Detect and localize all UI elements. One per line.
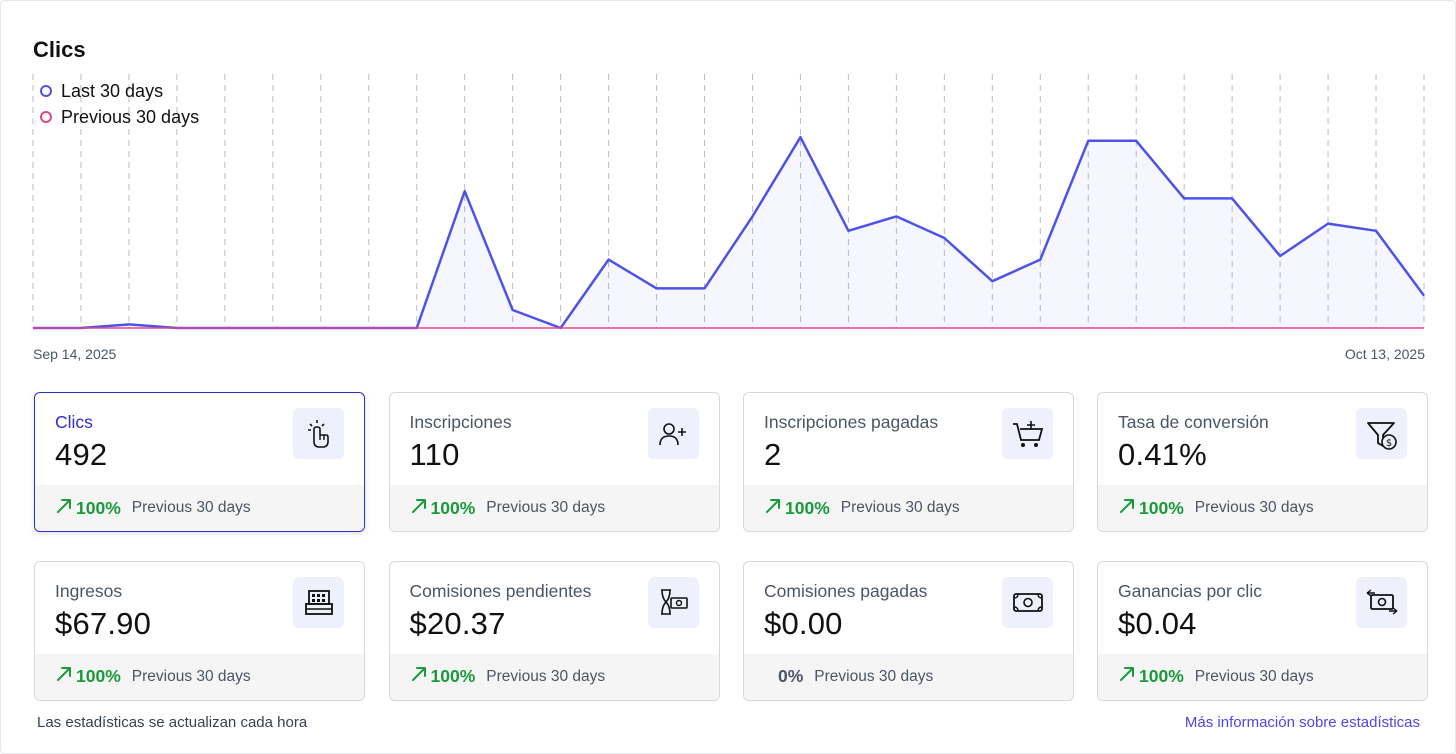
metric-comparison: 0% Previous 30 days	[744, 653, 1073, 700]
trend-compare-label: Previous 30 days	[1194, 499, 1314, 516]
legend-item-previous[interactable]: Previous 30 days	[40, 104, 199, 130]
metric-comparison: 100% Previous 30 days	[389, 485, 719, 531]
legend-label-current: Last 30 days	[61, 80, 164, 101]
metric-value: $67.90	[55, 605, 152, 641]
metric-label: Tasa de conversión	[1118, 412, 1269, 432]
pointer-click-icon	[293, 408, 344, 459]
metric-label: Comisiones pagadas	[764, 580, 928, 601]
chart-legend: Last 30 days Previous 30 days	[40, 78, 199, 130]
metric-card[interactable]: Ganancias por clic $0.04 100% Previous 30 d…	[1097, 560, 1428, 701]
x-axis-start-label: Sep 14, 2025	[33, 346, 117, 362]
metric-comparison: 100% Previous 30 days	[1098, 485, 1427, 531]
metric-card[interactable]: Comisiones pendientes $20.37 100% Previous …	[388, 560, 720, 701]
metric-value: $0.04	[1118, 605, 1197, 641]
trend-compare-label: Previous 30 days	[486, 499, 606, 516]
trend-compare-label: Previous 30 days	[814, 667, 934, 685]
metric-cards: Clics 492 100% Previous 30 days Inscripcione…	[34, 392, 1428, 702]
metric-label: Clics	[55, 412, 93, 432]
trend-percent: 100%	[430, 497, 476, 518]
trend-percent: 0%	[778, 666, 804, 686]
trend-percent: 100%	[785, 497, 830, 518]
metric-label: Ganancias por clic	[1118, 580, 1262, 601]
trend-compare-label: Previous 30 days	[1194, 667, 1314, 685]
metric-value: 492	[55, 437, 108, 472]
metric-comparison: 100% Previous 30 days	[1098, 653, 1427, 700]
x-axis-end-label: Oct 13, 2025	[1344, 346, 1425, 362]
metric-card[interactable]: Clics 492 100% Previous 30 days	[34, 392, 365, 532]
metric-comparison: 100% Previous 30 days	[744, 485, 1073, 531]
money-exchange-icon	[1356, 576, 1407, 628]
trend-up-icon	[55, 665, 76, 688]
cash-register-icon	[293, 576, 344, 628]
funnel-dollar-icon: $	[1356, 408, 1407, 459]
metric-card[interactable]: Ingresos $67.90 100% Previous 30 days	[34, 560, 365, 701]
metric-label: Ingresos	[55, 580, 123, 601]
trend-up-icon	[1118, 497, 1139, 520]
metric-value: 0.41%	[1118, 437, 1207, 472]
trend-up-icon	[55, 497, 76, 520]
metric-card[interactable]: Inscripciones pagadas 2 100% Previous 30 da…	[743, 392, 1074, 532]
metric-value: $20.37	[409, 605, 506, 641]
trend-compare-label: Previous 30 days	[840, 499, 960, 516]
legend-item-current[interactable]: Last 30 days	[40, 78, 199, 104]
metric-card[interactable]: Inscripciones 110 100% Previous 30 days	[388, 392, 720, 532]
svg-text:$: $	[1385, 438, 1391, 449]
legend-marker-previous	[40, 111, 52, 123]
metric-comparison: 100% Previous 30 days	[35, 485, 364, 531]
trend-compare-label: Previous 30 days	[131, 667, 251, 685]
metric-label: Inscripciones pagadas	[764, 412, 939, 432]
metric-value: $0.00	[764, 605, 843, 641]
trend-percent: 100%	[76, 666, 121, 686]
series-area-current	[33, 137, 1424, 328]
trend-percent: 100%	[430, 666, 476, 686]
chart-title: Clics	[33, 37, 86, 62]
trend-up-icon	[1118, 665, 1139, 688]
metric-value: 110	[409, 437, 460, 472]
hourglass-money-icon	[647, 576, 699, 628]
update-note: Las estadísticas se actualizan cada hora	[37, 714, 308, 731]
metric-comparison: 100% Previous 30 days	[35, 653, 364, 700]
trend-percent: 100%	[1139, 666, 1184, 686]
clics-chart[interactable]	[0, 60, 1456, 340]
banknote-icon	[1002, 576, 1053, 628]
trend-up-icon	[410, 497, 431, 520]
metric-comparison: 100% Previous 30 days	[389, 653, 719, 700]
legend-marker-current	[40, 85, 52, 97]
trend-percent: 100%	[76, 497, 121, 518]
trend-up-icon	[410, 665, 431, 688]
metric-value: 2	[764, 437, 782, 472]
trend-up-icon	[764, 497, 785, 520]
trend-percent: 100%	[1139, 497, 1184, 518]
stats-info-link[interactable]: Más información sobre estadísticas	[1184, 714, 1420, 731]
metric-label: Comisiones pendientes	[409, 580, 592, 601]
metric-label: Inscripciones	[409, 412, 512, 432]
metric-card[interactable]: Tasa de conversión 0.41% $100% Previous 30 …	[1097, 392, 1428, 532]
cart-plus-icon	[1002, 408, 1053, 459]
user-plus-icon	[647, 408, 699, 459]
trend-compare-label: Previous 30 days	[131, 499, 251, 516]
legend-label-previous: Previous 30 days	[61, 106, 200, 127]
metric-card[interactable]: Comisiones pagadas $0.00 0% Previous 30 day…	[743, 560, 1074, 701]
trend-compare-label: Previous 30 days	[486, 667, 606, 685]
